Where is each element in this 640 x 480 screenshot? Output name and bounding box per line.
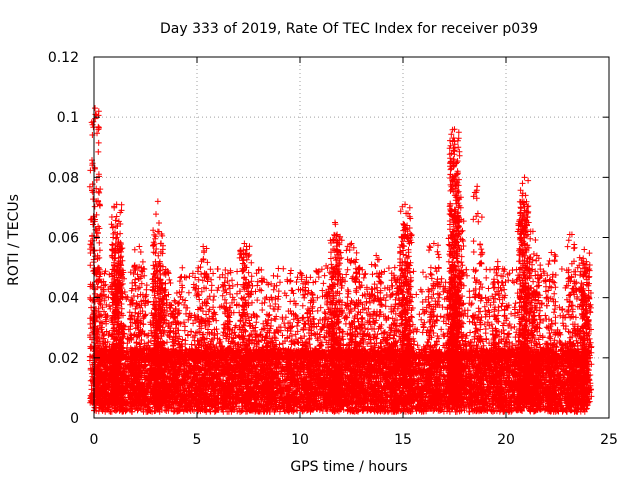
x-tick-label: 10 (291, 432, 309, 448)
data-point (453, 192, 460, 199)
data-point (92, 216, 99, 223)
data-point (403, 210, 410, 217)
data-point (373, 252, 380, 259)
data-point (92, 105, 99, 112)
data-point (582, 264, 589, 271)
data-point (449, 228, 456, 235)
data-point (402, 201, 409, 208)
x-tick-label: 25 (600, 432, 618, 448)
data-point (533, 252, 540, 259)
data-point (156, 258, 163, 265)
data-point (583, 258, 590, 265)
x-tick-label: 5 (193, 432, 202, 448)
data-point (224, 270, 231, 277)
data-point (158, 279, 165, 286)
data-point (525, 219, 532, 226)
data-point (450, 156, 457, 163)
data-point (305, 279, 312, 286)
x-tick-label: 15 (394, 432, 412, 448)
y-tick-label: 0.1 (57, 110, 79, 126)
data-point (391, 264, 398, 271)
data-points (86, 105, 595, 415)
data-point (494, 258, 501, 265)
data-point (95, 264, 102, 271)
data-point (333, 237, 340, 244)
x-axis-label: GPS time / hours (290, 459, 407, 475)
x-tick-label: 0 (90, 432, 99, 448)
data-point (454, 210, 461, 217)
data-point (520, 201, 527, 208)
data-point (521, 207, 528, 214)
data-point (356, 264, 363, 271)
data-point (132, 276, 139, 283)
data-point (327, 255, 334, 262)
data-point (200, 243, 207, 250)
y-tick-label: 0.12 (48, 50, 79, 66)
data-point (451, 147, 458, 154)
data-point (348, 240, 355, 247)
axis-ticks: 0 5 10 15 20 25 0 0.02 0.04 0.06 0.08 0.1 0.12 (48, 50, 618, 448)
data-point (243, 243, 250, 250)
data-point (115, 249, 122, 256)
data-point (451, 126, 458, 133)
data-point (451, 138, 458, 145)
data-point (113, 213, 120, 220)
data-point (521, 174, 528, 181)
data-point (404, 222, 411, 229)
data-point (332, 219, 339, 226)
y-tick-label: 0.02 (48, 351, 79, 367)
data-point (113, 234, 120, 241)
data-point (548, 249, 555, 256)
data-point (402, 231, 409, 238)
y-tick-label: 0 (70, 411, 79, 427)
data-point (334, 231, 341, 238)
data-point (136, 243, 143, 250)
data-point (154, 198, 161, 205)
y-axis-label: ROTI / TECUs (6, 194, 22, 286)
data-point (527, 228, 534, 235)
data-point (581, 246, 588, 253)
data-point (268, 294, 275, 301)
data-point (455, 216, 462, 223)
data-point (114, 243, 121, 250)
y-tick-label: 0.06 (48, 231, 79, 247)
data-point (474, 183, 481, 190)
y-tick-label: 0.08 (48, 170, 79, 186)
data-point (171, 297, 178, 304)
data-point (430, 240, 437, 247)
x-tick-label: 20 (497, 432, 515, 448)
y-tick-label: 0.04 (48, 291, 79, 307)
data-point (154, 228, 161, 235)
roti-scatter-points (86, 108, 595, 415)
data-point (241, 240, 248, 247)
chart-title: Day 333 of 2019, Rate Of TEC Index for r… (160, 21, 538, 37)
data-point (113, 201, 120, 208)
data-point (568, 231, 575, 238)
data-point (519, 180, 526, 187)
